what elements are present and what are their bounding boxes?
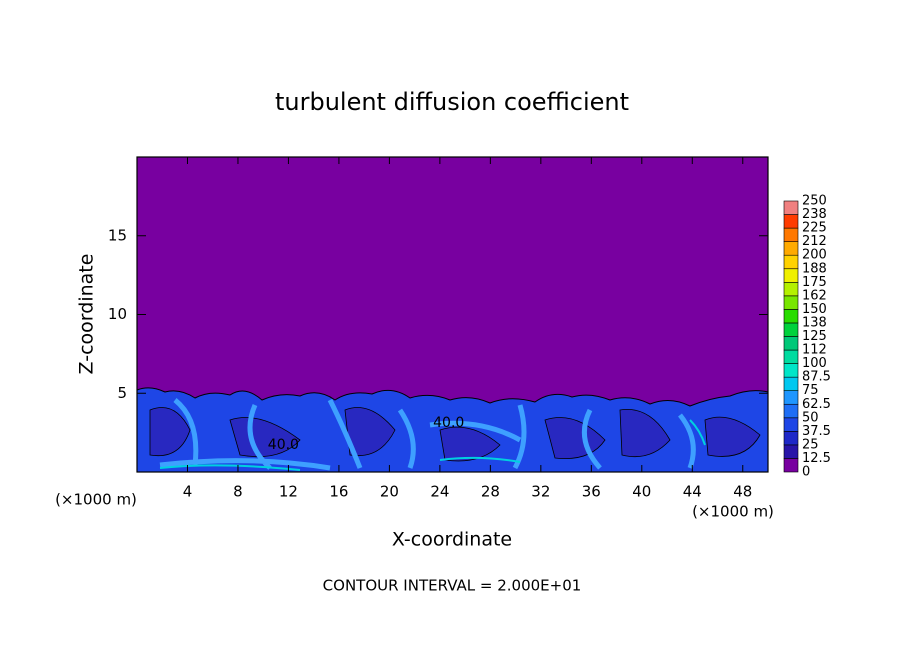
- colorbar-label: 75: [802, 383, 819, 398]
- colorbar-band: [783, 322, 799, 337]
- colorbar-label: 112: [802, 343, 827, 358]
- x-unit-label: (×1000 m): [55, 491, 137, 509]
- colorbar-band: [783, 227, 799, 242]
- colorbar-band: [783, 336, 799, 351]
- x-tick-label: 48: [733, 483, 752, 501]
- x-tick-label: 8: [233, 483, 243, 501]
- colorbar-label: 125: [802, 329, 827, 344]
- colorbar-label: 162: [802, 288, 827, 303]
- colorbar-label: 87.5: [802, 370, 831, 385]
- turbulent-layer: [136, 387, 769, 473]
- x-tick-label: 20: [380, 483, 399, 501]
- footer-note: CONTOUR INTERVAL = 2.000E+01: [323, 577, 582, 595]
- x-tick-label: 28: [481, 483, 500, 501]
- colorbar-label: 200: [802, 248, 827, 263]
- colorbar-label: 0: [802, 465, 810, 480]
- colorbar-band: [783, 431, 799, 446]
- y-tick-label: 5: [117, 384, 127, 402]
- colorbar-band: [783, 349, 799, 364]
- colorbar-band: [783, 295, 799, 310]
- colorbar-band: [783, 200, 799, 215]
- y-axis-label: Z-coordinate: [76, 254, 98, 375]
- colorbar-label: 212: [802, 234, 827, 249]
- colorbar-band: [783, 214, 799, 229]
- colorbar-label: 188: [802, 261, 827, 276]
- colorbar-label: 12.5: [802, 451, 831, 466]
- colorbar-band: [783, 444, 799, 459]
- colorbar-label: 225: [802, 221, 827, 236]
- colorbar-band: [783, 268, 799, 283]
- x-tick-label: 4: [183, 483, 193, 501]
- colorbar-label: 150: [802, 302, 827, 317]
- x-tick-label: 24: [430, 483, 449, 501]
- colorbar-label: 250: [802, 194, 827, 209]
- x-tick-label: 36: [582, 483, 601, 501]
- y-tick-label: 15: [108, 226, 127, 244]
- colorbar-band: [783, 417, 799, 432]
- colorbar-label: 62.5: [802, 397, 831, 412]
- colorbar-band: [783, 281, 799, 297]
- x-axis-label: X-coordinate: [392, 529, 512, 551]
- x-tick-label: 16: [329, 483, 348, 501]
- colorbar-label: 175: [802, 275, 827, 290]
- colorbar-band: [783, 390, 799, 405]
- x-tick-label: 44: [683, 483, 702, 501]
- colorbar-label: 238: [802, 207, 827, 222]
- colorbar-label: 25: [802, 437, 819, 452]
- colorbar-band: [783, 254, 799, 270]
- y-tick-label: 10: [108, 305, 127, 323]
- colorbar-label: 100: [802, 356, 827, 371]
- chart-title: turbulent diffusion coefficient: [275, 88, 629, 116]
- colorbar-band: [783, 309, 799, 324]
- x-tick-label: 12: [279, 483, 298, 501]
- colorbar-label: 37.5: [802, 424, 831, 439]
- colorbar-band: [783, 376, 799, 391]
- contour-label: 40.0: [433, 415, 464, 431]
- contour-label: 40.0: [268, 437, 299, 453]
- colorbar-label: 50: [802, 410, 819, 425]
- colorbar-band: [783, 403, 799, 419]
- x-tick-label: 40: [632, 483, 651, 501]
- colorbar-band: [783, 363, 799, 378]
- colorbar-label: 138: [802, 315, 827, 330]
- colorbar-band: [783, 241, 799, 256]
- x-tick-label: 32: [531, 483, 550, 501]
- x-unit-label: (×1000 m): [692, 503, 774, 521]
- colorbar-band: [783, 458, 799, 473]
